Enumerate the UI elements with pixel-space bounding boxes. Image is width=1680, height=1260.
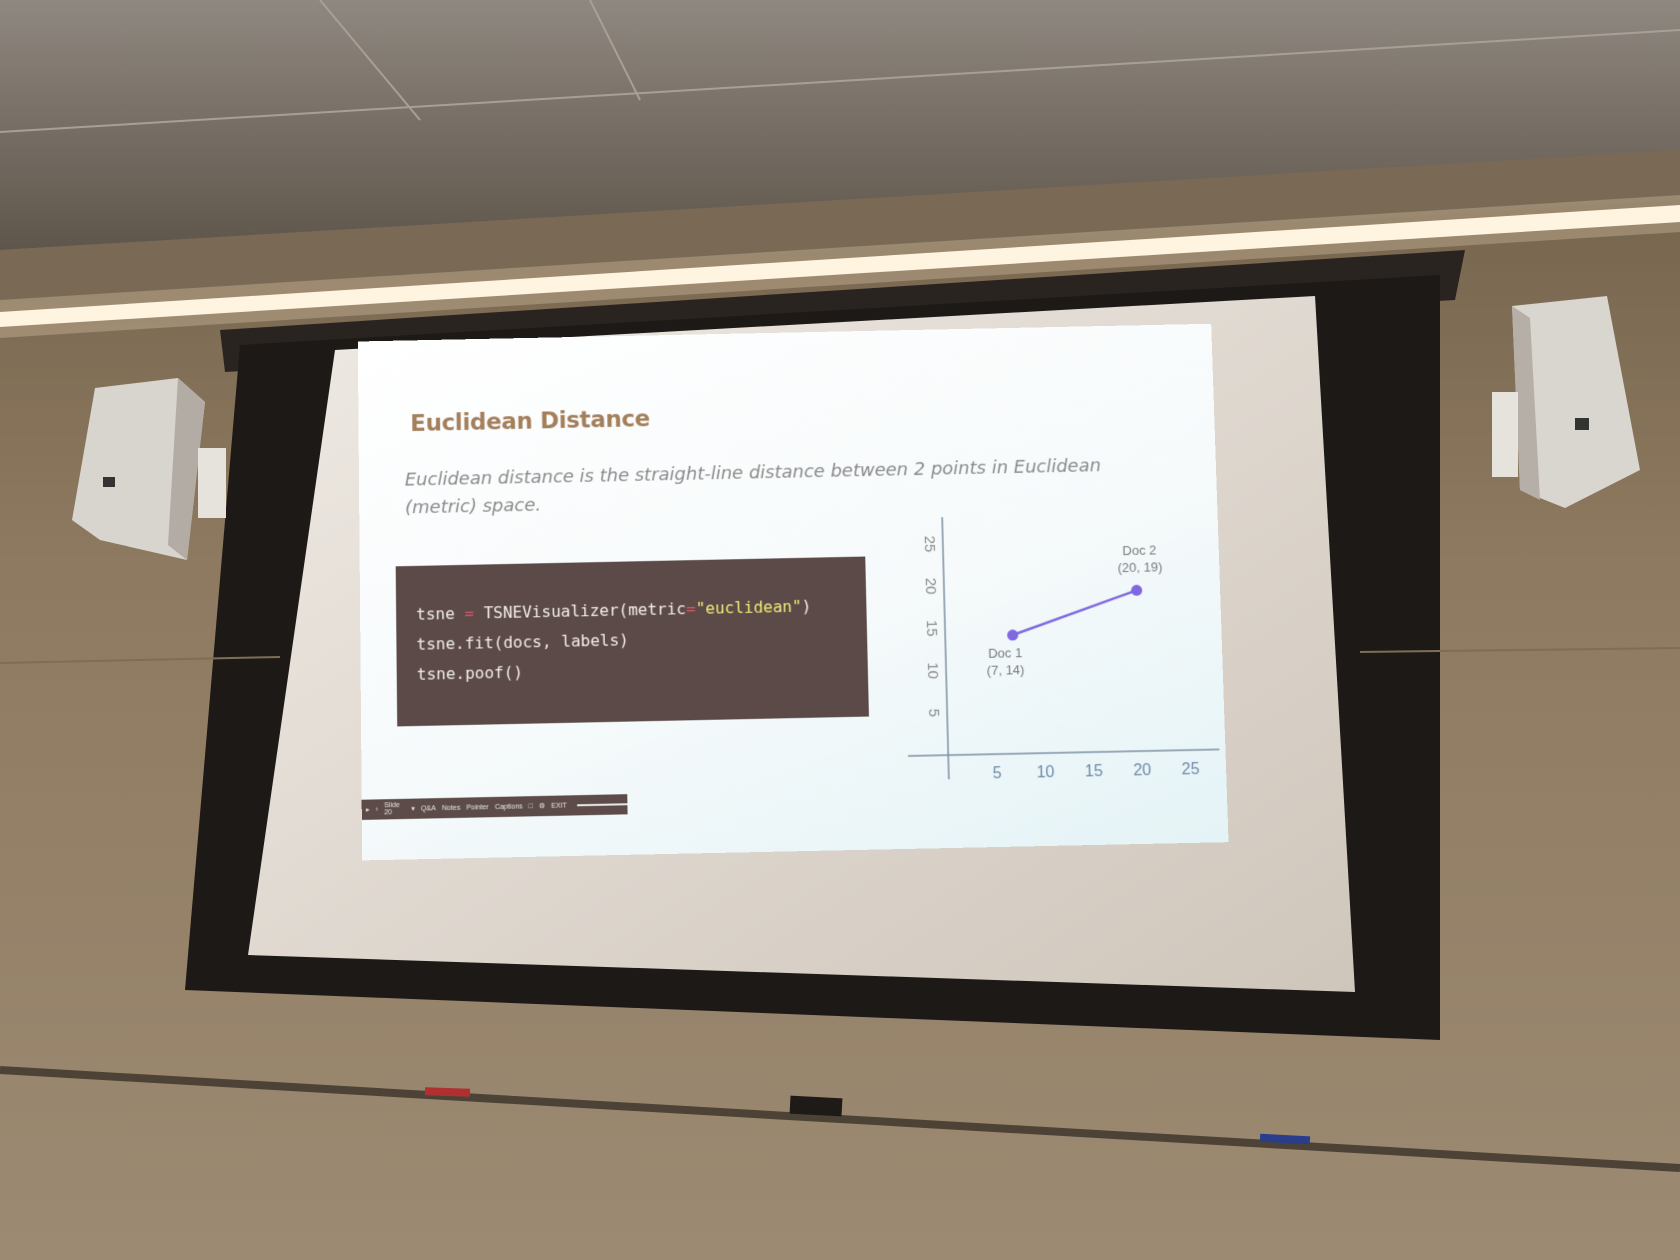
- next-icon[interactable]: ›: [376, 806, 378, 813]
- code-token: TSNEVisualizer(metric: [484, 599, 687, 622]
- distance-chart: 5 10 15 20 25 5 10 15 20 25 Doc 1(7, 14) Doc 2(20, …: [898, 501, 1229, 798]
- presentation-slide: Euclidean Distance Euclidean distance is…: [358, 324, 1229, 861]
- point-label-coord: (7, 14): [987, 662, 1025, 678]
- y-tick-label: 15: [923, 620, 941, 637]
- qa-button[interactable]: Q&A: [421, 805, 436, 812]
- data-point: [1131, 585, 1142, 596]
- code-block: tsne = TSNEVisualizer(metric="euclidean"…: [396, 557, 869, 727]
- y-tick-label: 5: [925, 709, 942, 718]
- slide-title: Euclidean Distance: [410, 406, 650, 437]
- play-icon[interactable]: ▸: [366, 806, 370, 813]
- y-tick-label: 10: [924, 662, 942, 679]
- x-axis-line: [908, 749, 1219, 756]
- notes-button[interactable]: Notes: [442, 804, 460, 811]
- point-label-coord: (20, 19): [1117, 559, 1162, 575]
- x-tick-label: 25: [1181, 761, 1200, 779]
- captions-button[interactable]: Captions: [495, 803, 523, 811]
- eraser: [790, 1096, 843, 1117]
- gear-icon[interactable]: ⚙: [539, 802, 545, 809]
- volume-slider[interactable]: [577, 803, 627, 806]
- x-tick-label: 15: [1085, 763, 1104, 781]
- x-tick-label: 10: [1036, 764, 1055, 782]
- fullscreen-icon[interactable]: □: [529, 803, 533, 810]
- chevron-down-icon[interactable]: ▾: [411, 805, 415, 812]
- point-label-name: Doc 2: [1122, 542, 1156, 558]
- point-label-name: Doc 1: [988, 645, 1022, 661]
- y-tick-label: 25: [921, 536, 938, 553]
- code-string: "euclidean": [696, 597, 802, 618]
- code-token: tsne: [416, 604, 455, 624]
- code-operator: =: [464, 604, 474, 623]
- slideshow-toolbar: ‹ ▸ › Slide 20 ▾ Q&A Notes Pointer Capti…: [358, 794, 628, 820]
- y-axis-line: [942, 517, 949, 779]
- x-tick-label: 5: [992, 765, 1002, 782]
- data-point: [1007, 629, 1018, 640]
- pointer-button[interactable]: Pointer: [466, 804, 488, 812]
- marker: [425, 1087, 470, 1097]
- code-token: ): [802, 597, 812, 616]
- series-line: [1012, 590, 1138, 635]
- exit-button[interactable]: EXIT: [551, 802, 567, 809]
- y-tick-label: 20: [922, 578, 939, 595]
- x-tick-label: 20: [1133, 762, 1152, 780]
- slide-selector[interactable]: Slide 20: [384, 802, 405, 817]
